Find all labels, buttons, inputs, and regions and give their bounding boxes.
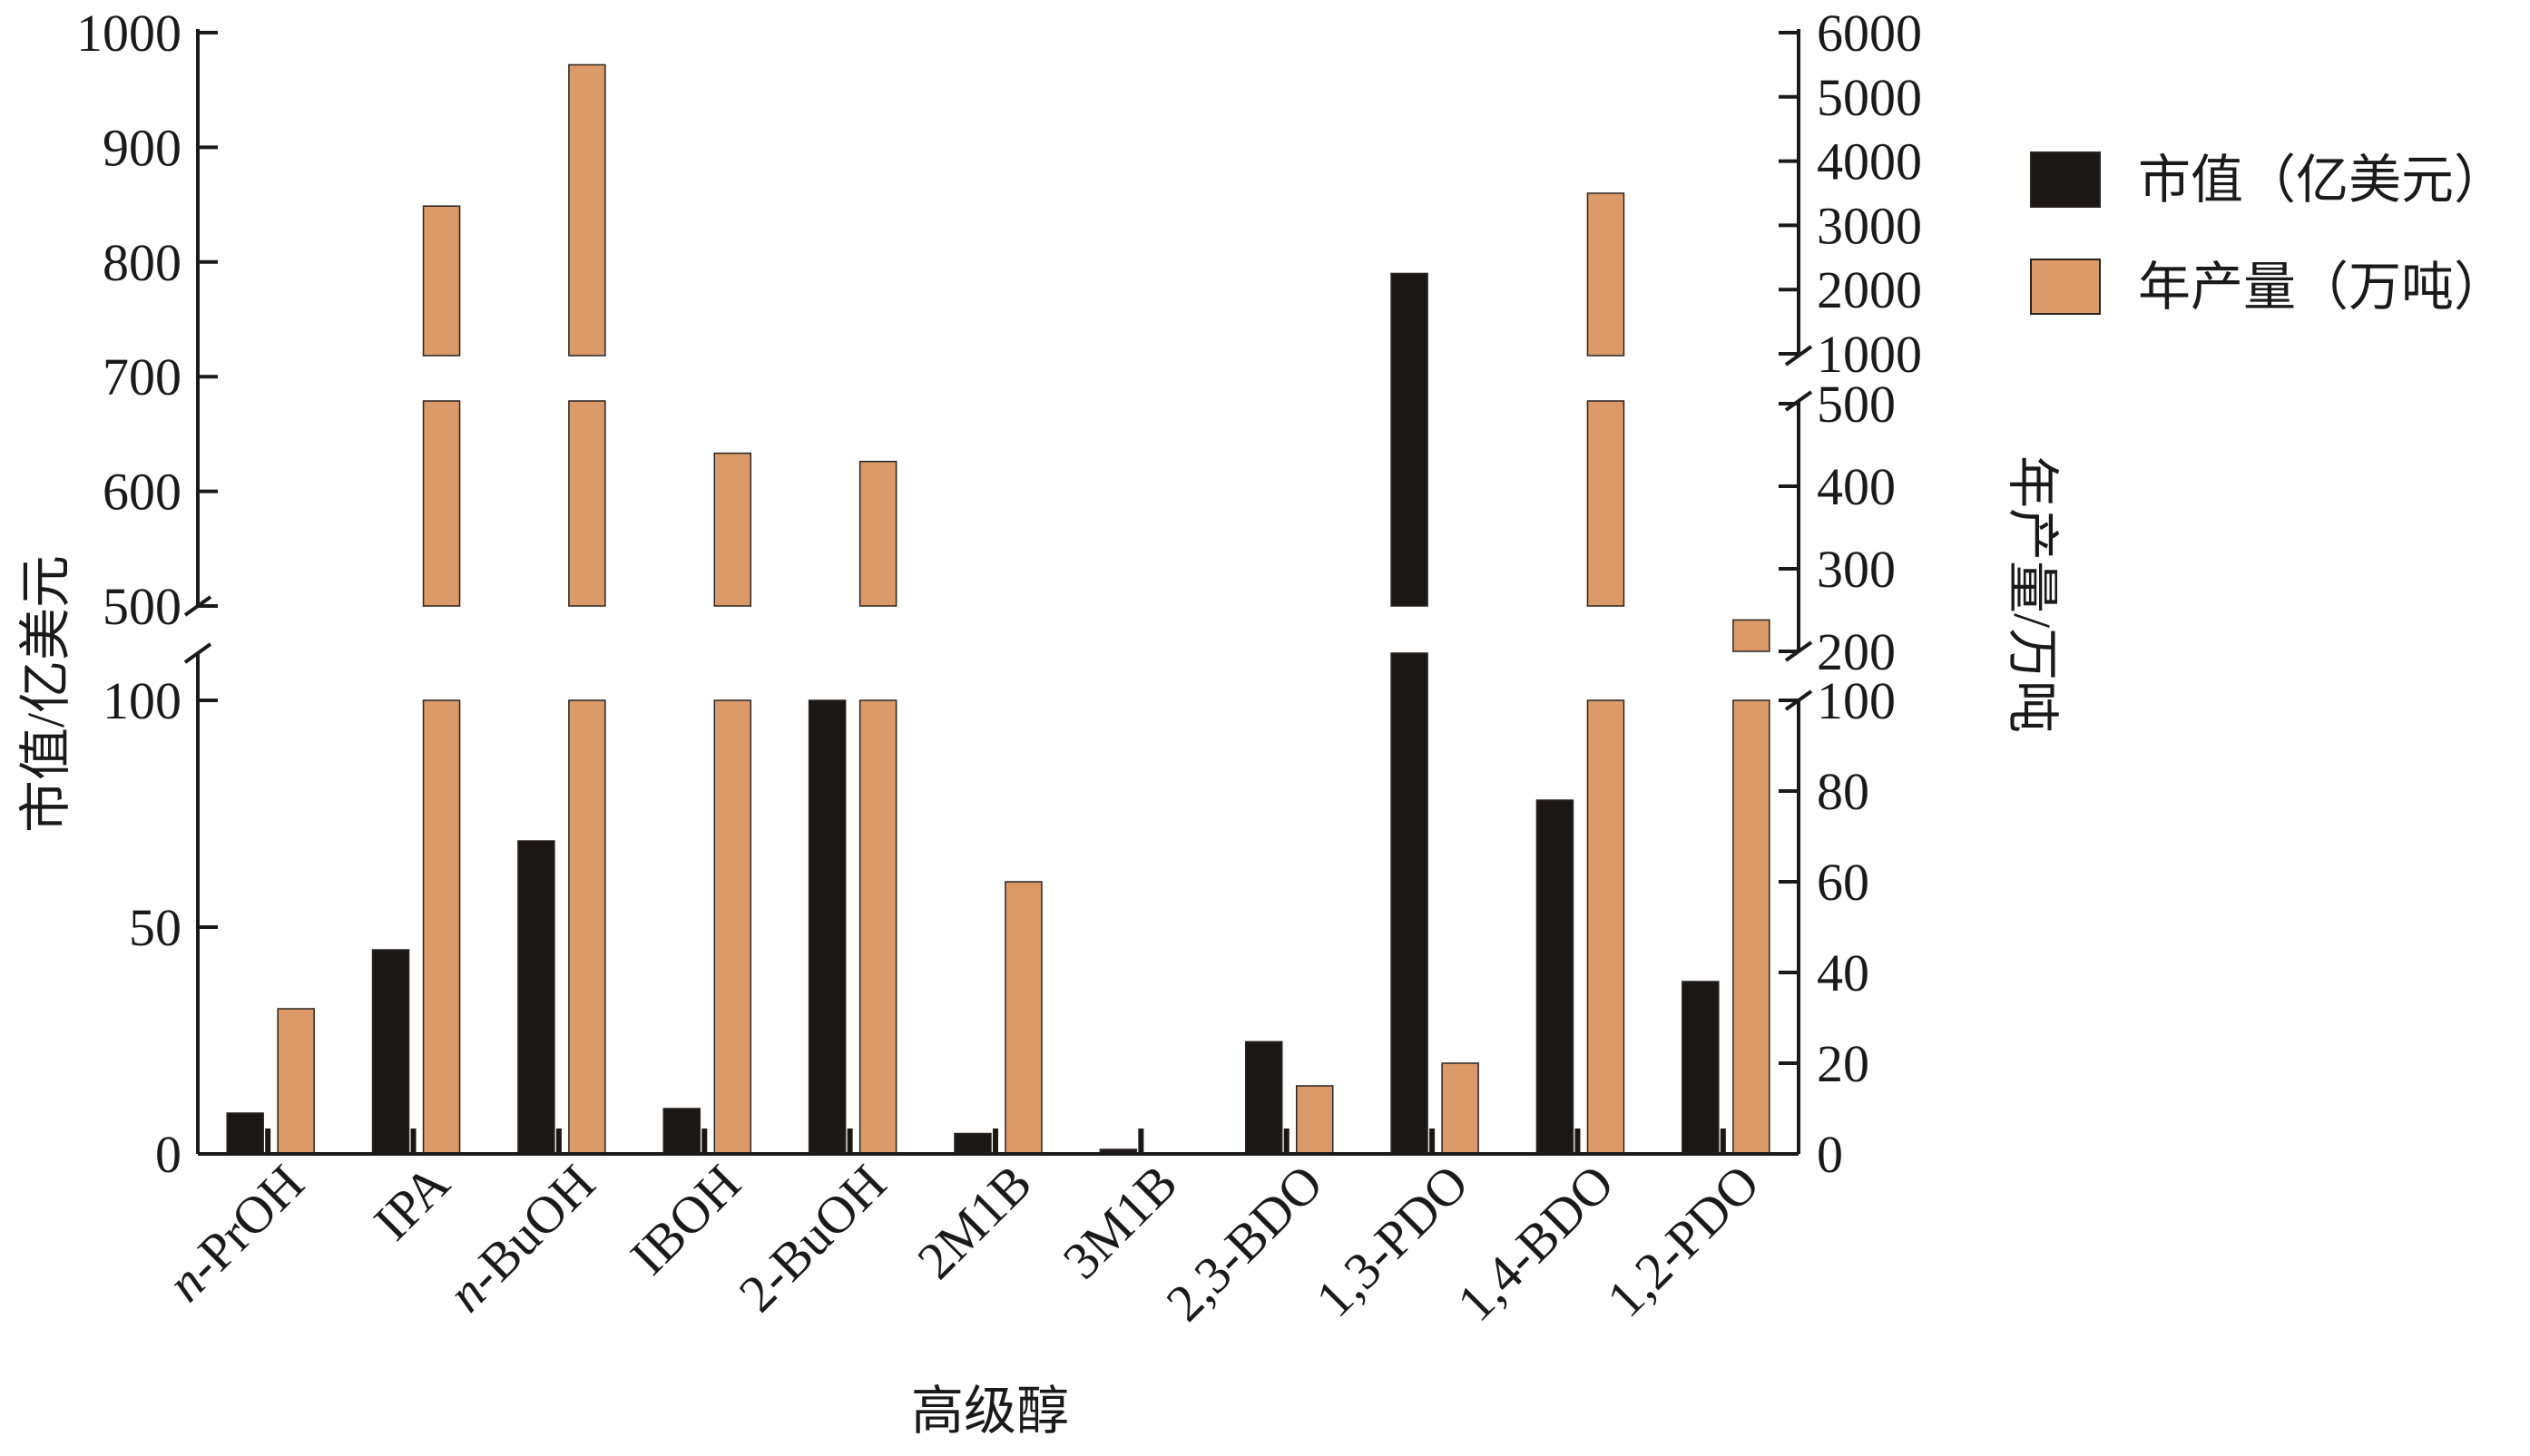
bar-market-value-3 <box>662 1108 701 1155</box>
category-label-8: 1,3-PDO <box>1304 1153 1479 1328</box>
bar-production-8 <box>1441 1062 1479 1155</box>
category-label-2: n-BuOH <box>436 1153 606 1323</box>
right-tick-label-40: 40 <box>1817 943 1869 1002</box>
bar-production-3-segment-3 <box>713 699 752 1155</box>
bar-production-2-segment-4 <box>568 699 606 1155</box>
ticks-layer: 0501005006007008009001000020406080100200… <box>76 4 1922 1184</box>
left-tick-label-900: 900 <box>103 118 181 177</box>
right-tick-label-60: 60 <box>1817 853 1869 912</box>
bar-production-7 <box>1295 1085 1334 1155</box>
left-tick-label-0: 0 <box>155 1125 181 1184</box>
bar-production-5 <box>1005 881 1043 1155</box>
legend: 市值（亿美元） 年产量（万吨） <box>2030 151 2506 317</box>
right-tick-label-500: 500 <box>1817 375 1896 434</box>
category-label-10: 1,2-PDO <box>1595 1153 1770 1328</box>
right-tick-label-3000: 3000 <box>1817 196 1922 255</box>
right-tick-label-2000: 2000 <box>1817 260 1922 319</box>
legend-swatch-1 <box>2030 259 2101 315</box>
bar-production-2-segment-1 <box>568 64 606 357</box>
bar-market-value-4 <box>808 699 847 1155</box>
bar-pair-marker-3 <box>701 1129 708 1154</box>
bar-pair-marker-7 <box>1283 1129 1290 1154</box>
right-tick-label-200: 200 <box>1817 622 1896 681</box>
category-label-9: 1,4-BDO <box>1446 1153 1624 1332</box>
bar-market-value-8-segment-1 <box>1390 272 1428 607</box>
right-y-axis-title: 年产量/万吨 <box>2003 455 2062 733</box>
right-tick-label-6000: 6000 <box>1817 4 1922 63</box>
right-tick-label-100: 100 <box>1817 671 1896 730</box>
left-break-mark-bottom <box>183 642 212 664</box>
category-label-1: IPA <box>362 1153 460 1251</box>
bar-production-0 <box>277 1008 315 1155</box>
bar-market-value-2 <box>517 840 555 1155</box>
category-label-7: 2,3-BDO <box>1154 1153 1333 1332</box>
category-label-5: 2M1B <box>906 1153 1043 1290</box>
bars-layer <box>226 64 1770 1155</box>
bar-market-value-10 <box>1682 981 1720 1155</box>
right-break-mark-2 <box>1784 390 1813 412</box>
bar-market-value-7 <box>1244 1041 1283 1155</box>
legend-swatch-0 <box>2030 151 2101 208</box>
bar-market-value-5 <box>954 1132 992 1155</box>
left-tick-label-600: 600 <box>103 463 181 522</box>
right-tick-label-1000: 1000 <box>1817 325 1922 384</box>
left-tick-label-700: 700 <box>103 347 181 406</box>
bar-pair-marker-9 <box>1574 1129 1581 1154</box>
bar-pair-marker-10 <box>1720 1129 1726 1154</box>
right-tick-label-20: 20 <box>1817 1034 1869 1093</box>
bar-production-1-segment-1 <box>422 205 461 357</box>
bar-production-10-segment-2 <box>1732 699 1770 1155</box>
bar-pair-marker-6 <box>1138 1129 1144 1154</box>
category-label-6: 3M1B <box>1052 1153 1189 1290</box>
bar-production-9-segment-4 <box>1586 699 1625 1155</box>
left-tick-label-800: 800 <box>103 233 181 292</box>
bar-pair-marker-4 <box>847 1129 853 1154</box>
left-tick-label-100: 100 <box>103 671 181 730</box>
x-axis-title: 高级醇 <box>911 1382 1069 1441</box>
bar-production-9-segment-2 <box>1586 400 1625 607</box>
bar-pair-marker-8 <box>1429 1129 1436 1154</box>
right-tick-label-400: 400 <box>1817 457 1896 516</box>
bar-production-1-segment-2 <box>422 400 461 607</box>
bar-production-9-segment-1 <box>1586 192 1625 357</box>
bar-production-2-segment-2 <box>568 400 606 607</box>
bar-pair-marker-0 <box>265 1129 271 1154</box>
bar-market-value-0 <box>226 1112 264 1155</box>
bar-production-10-segment-1 <box>1732 619 1770 652</box>
bar-production-3-segment-1 <box>713 452 752 607</box>
legend-label-1: 年产量（万吨） <box>2138 258 2506 317</box>
right-tick-label-4000: 4000 <box>1817 132 1922 191</box>
right-tick-label-80: 80 <box>1817 762 1869 821</box>
left-y-axis-title: 市值/亿美元 <box>16 555 75 833</box>
bar-pair-marker-2 <box>555 1129 562 1154</box>
category-label-3: IBOH <box>619 1153 751 1285</box>
legend-label-0: 市值（亿美元） <box>2138 151 2506 210</box>
bar-market-value-8-segment-2 <box>1390 652 1428 1155</box>
right-tick-label-300: 300 <box>1817 540 1896 599</box>
left-tick-label-500: 500 <box>103 577 181 636</box>
right-tick-label-0: 0 <box>1817 1125 1843 1184</box>
bar-production-1-segment-4 <box>422 699 461 1155</box>
bar-pair-marker-1 <box>410 1129 417 1154</box>
bar-pair-marker-5 <box>993 1129 998 1154</box>
left-tick-label-1000: 1000 <box>76 4 181 63</box>
bar-market-value-9 <box>1535 799 1574 1155</box>
right-tick-label-5000: 5000 <box>1817 68 1922 127</box>
category-label-4: 2-BuOH <box>728 1153 897 1323</box>
bar-production-4-segment-3 <box>858 699 897 1155</box>
left-tick-label-50: 50 <box>129 898 181 957</box>
bar-market-value-1 <box>371 949 410 1155</box>
bar-production-4-segment-1 <box>858 460 897 607</box>
